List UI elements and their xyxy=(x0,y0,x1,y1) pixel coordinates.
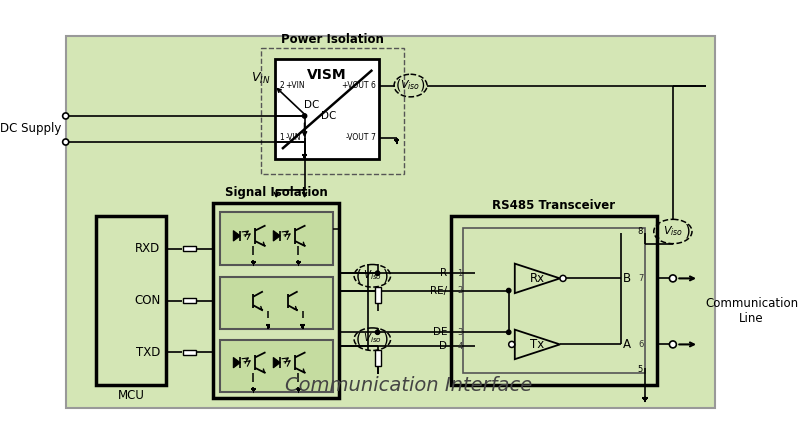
Text: A: A xyxy=(622,338,630,351)
Text: Communication Interface: Communication Interface xyxy=(285,376,533,395)
Text: ): ) xyxy=(383,332,389,347)
Text: 6: 6 xyxy=(370,81,375,90)
Text: MCU: MCU xyxy=(118,389,144,402)
Text: -VOUT: -VOUT xyxy=(346,133,369,142)
Circle shape xyxy=(560,276,566,281)
Polygon shape xyxy=(274,231,280,241)
Text: R: R xyxy=(440,268,447,278)
Text: Tx: Tx xyxy=(530,338,545,351)
Text: 4: 4 xyxy=(458,342,462,351)
FancyBboxPatch shape xyxy=(214,203,339,398)
Text: (: ( xyxy=(396,78,401,93)
Polygon shape xyxy=(274,358,280,368)
Circle shape xyxy=(670,275,676,282)
Text: CON: CON xyxy=(134,294,160,307)
Text: (: ( xyxy=(355,268,362,283)
Text: B: B xyxy=(622,272,630,285)
Text: ): ) xyxy=(685,224,690,239)
Circle shape xyxy=(509,342,514,347)
Text: +VIN: +VIN xyxy=(286,81,305,90)
Text: Communication
Line: Communication Line xyxy=(705,297,798,326)
FancyBboxPatch shape xyxy=(220,340,334,392)
FancyBboxPatch shape xyxy=(220,277,334,329)
Text: $V_{iso}$: $V_{iso}$ xyxy=(363,268,382,282)
Text: ): ) xyxy=(420,78,426,93)
Circle shape xyxy=(670,341,676,348)
Text: ): ) xyxy=(383,268,389,283)
Text: Power Isolation: Power Isolation xyxy=(282,33,384,46)
Text: DC Supply: DC Supply xyxy=(0,122,62,136)
FancyBboxPatch shape xyxy=(183,298,195,303)
Text: 7: 7 xyxy=(370,133,375,142)
Text: DE: DE xyxy=(433,327,447,337)
Text: TXD: TXD xyxy=(136,346,160,359)
Text: $V_{iso}$: $V_{iso}$ xyxy=(401,78,421,92)
Text: (: ( xyxy=(355,332,362,347)
Text: DC: DC xyxy=(322,111,337,121)
Text: VISM: VISM xyxy=(307,68,347,82)
Circle shape xyxy=(302,114,306,118)
Polygon shape xyxy=(234,358,240,368)
Text: -VIN: -VIN xyxy=(286,133,301,142)
FancyBboxPatch shape xyxy=(220,211,334,265)
Polygon shape xyxy=(234,231,240,241)
FancyBboxPatch shape xyxy=(374,350,381,366)
Circle shape xyxy=(375,330,380,334)
Circle shape xyxy=(506,288,511,293)
Text: +VOUT: +VOUT xyxy=(342,81,369,90)
Text: $V_{IN}$: $V_{IN}$ xyxy=(251,71,270,86)
FancyBboxPatch shape xyxy=(374,287,381,303)
Circle shape xyxy=(375,271,380,276)
FancyBboxPatch shape xyxy=(450,216,658,385)
Text: $V_{iso}$: $V_{iso}$ xyxy=(363,331,382,345)
FancyBboxPatch shape xyxy=(96,216,166,385)
Text: 1: 1 xyxy=(279,133,284,142)
Text: 6: 6 xyxy=(638,340,643,349)
FancyBboxPatch shape xyxy=(183,350,195,355)
Text: RXD: RXD xyxy=(135,242,160,255)
Text: $V_{iso}$: $V_{iso}$ xyxy=(662,224,683,237)
FancyBboxPatch shape xyxy=(66,36,715,408)
Text: Signal Isolation: Signal Isolation xyxy=(225,187,328,199)
Circle shape xyxy=(506,330,511,334)
Text: 8: 8 xyxy=(637,227,642,236)
FancyBboxPatch shape xyxy=(275,59,379,159)
Text: D: D xyxy=(439,341,447,351)
Circle shape xyxy=(62,113,69,119)
Text: RE/: RE/ xyxy=(430,286,447,295)
Text: Rx: Rx xyxy=(530,272,545,285)
Text: RS485 Transceiver: RS485 Transceiver xyxy=(492,199,615,212)
Circle shape xyxy=(62,139,69,145)
Text: 2: 2 xyxy=(279,81,284,90)
Text: 7: 7 xyxy=(638,274,643,283)
Text: 1: 1 xyxy=(458,269,462,278)
Text: 3: 3 xyxy=(458,328,463,337)
Text: DC: DC xyxy=(304,100,319,110)
Text: (: ( xyxy=(655,224,661,239)
Text: 5: 5 xyxy=(638,365,642,374)
Text: 2: 2 xyxy=(458,286,462,295)
FancyBboxPatch shape xyxy=(183,246,195,252)
